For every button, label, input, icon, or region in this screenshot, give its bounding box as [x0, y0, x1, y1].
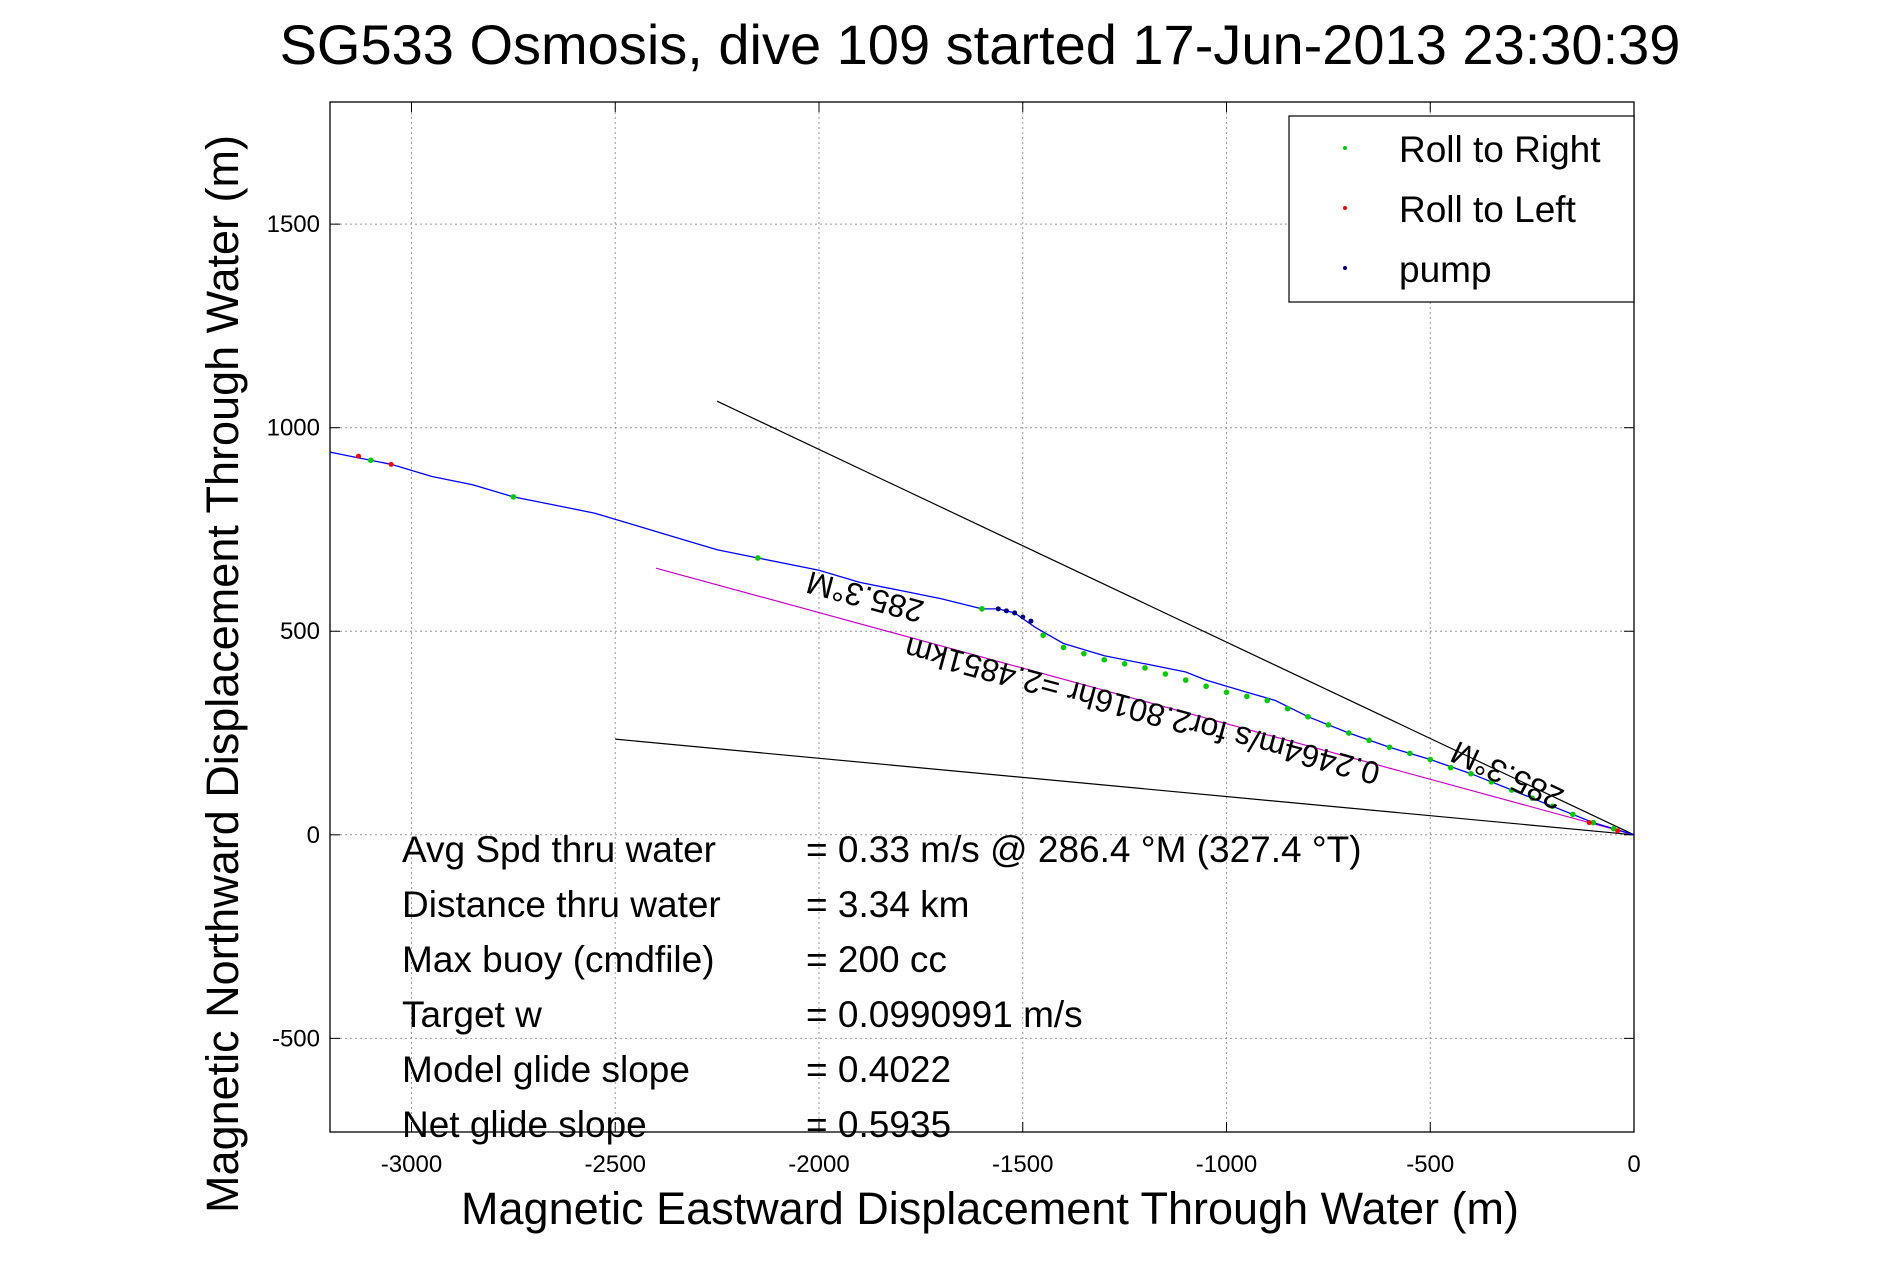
- roll-to-right-point: [1345, 730, 1352, 736]
- roll-to-right-point: [510, 494, 517, 500]
- legend-label: Roll to Left: [1399, 189, 1577, 230]
- x-tick-label: -500: [1406, 1151, 1454, 1178]
- legend-label: pump: [1399, 249, 1492, 290]
- pump-point: [1012, 610, 1018, 616]
- roll-to-right-point: [1040, 632, 1046, 639]
- stat-value: = 0.5935: [806, 1104, 951, 1145]
- y-tick-label: 1000: [267, 415, 320, 442]
- roll-to-right-point: [1081, 650, 1087, 657]
- x-tick-label: -2000: [788, 1151, 849, 1178]
- stat-label: Avg Spd thru water: [402, 829, 716, 870]
- stat-value: = 0.4022: [806, 1049, 951, 1090]
- y-tick-label: 1500: [267, 211, 320, 238]
- roll-to-right-point: [1142, 665, 1148, 671]
- roll-to-right-point: [1121, 661, 1128, 667]
- roll-to-right-point: [755, 555, 761, 561]
- chart-title: SG533 Osmosis, dive 109 started 17-Jun-2…: [280, 13, 1681, 76]
- pump-point: [1028, 618, 1034, 624]
- roll-to-right-point: [1101, 656, 1108, 663]
- roll-to-right-point: [1162, 671, 1169, 677]
- roll-to-left-point: [1615, 828, 1621, 834]
- stat-label: Target w: [402, 994, 542, 1035]
- pump-point: [995, 606, 1001, 612]
- roll-to-right-point: [1407, 750, 1413, 757]
- heading-wedge-line: [615, 738, 1635, 836]
- y-tick-label: 500: [280, 618, 320, 645]
- x-axis-label: Magnetic Eastward Displacement Through W…: [461, 1183, 1519, 1234]
- roll-to-right-point: [1590, 819, 1597, 826]
- stat-label: Model glide slope: [402, 1049, 690, 1090]
- heading-wedge-line: [716, 400, 1635, 836]
- roll-to-right-point: [1284, 705, 1291, 712]
- axes-frame: [329, 101, 1635, 1133]
- stat-label: Distance thru water: [402, 884, 721, 925]
- x-tick-label: -1500: [992, 1151, 1053, 1178]
- legend-marker: [1343, 266, 1347, 270]
- roll-to-right-point: [1325, 722, 1332, 728]
- roll-to-right-point: [979, 606, 985, 612]
- roll-to-right-point: [1549, 803, 1556, 810]
- roll-to-right-point: [1610, 825, 1617, 832]
- y-axis-label: Magnetic Northward Displacement Through …: [197, 135, 248, 1213]
- stat-value: = 0.33 m/s @ 286.4 °M (327.4 °T): [806, 829, 1362, 870]
- stat-label: Net glide slope: [402, 1104, 647, 1145]
- pump-point: [1020, 614, 1026, 620]
- roll-to-right-point: [1508, 787, 1515, 793]
- roll-to-right-point: [1570, 811, 1576, 818]
- legend-marker: [1343, 146, 1347, 150]
- legend-marker: [1343, 206, 1347, 210]
- average-course-line: [655, 567, 1635, 836]
- roll-to-right-point: [1244, 693, 1250, 700]
- stat-value: = 0.0990991 m/s: [806, 994, 1083, 1035]
- roll-to-left-point: [388, 461, 394, 467]
- stat-value: = 200 cc: [806, 939, 947, 980]
- roll-to-right-point: [367, 457, 374, 464]
- roll-to-right-point: [1203, 683, 1209, 690]
- y-tick-label: 0: [307, 822, 320, 849]
- roll-to-right-point: [1386, 744, 1393, 751]
- roll-to-right-point: [1366, 737, 1372, 744]
- roll-to-right-point: [1060, 644, 1067, 651]
- stat-label: Max buoy (cmdfile): [402, 939, 715, 980]
- roll-to-right-point: [1529, 795, 1535, 801]
- legend: Roll to Right Roll to Left pump: [1288, 115, 1635, 303]
- roll-to-right-point: [1427, 756, 1434, 763]
- roll-to-right-point: [1182, 677, 1189, 683]
- x-tick-label: -2500: [585, 1151, 646, 1178]
- roll-to-right-point: [1447, 764, 1454, 771]
- roll-to-left-point: [356, 453, 362, 459]
- legend-label: Roll to Right: [1399, 129, 1601, 170]
- pump-point: [1003, 608, 1009, 614]
- y-tick-label: -500: [272, 1025, 320, 1052]
- roll-to-right-point: [1468, 770, 1474, 777]
- x-tick-label: -3000: [381, 1151, 442, 1178]
- roll-to-left-point: [1586, 820, 1592, 826]
- x-tick-label: 0: [1627, 1151, 1640, 1178]
- roll-to-right-point: [1223, 689, 1230, 696]
- x-tick-label: -1000: [1196, 1151, 1257, 1178]
- roll-to-right-point: [1488, 779, 1495, 785]
- stat-value: = 3.34 km: [806, 884, 970, 925]
- roll-to-right-point: [1264, 697, 1271, 704]
- roll-to-right-point: [1305, 713, 1311, 720]
